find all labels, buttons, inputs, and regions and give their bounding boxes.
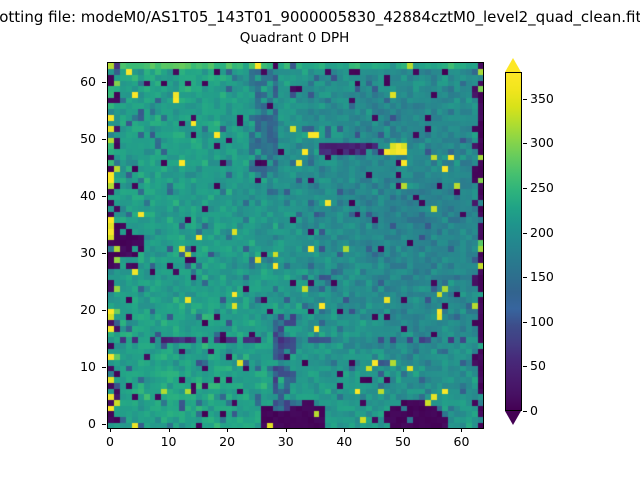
colorbar-tick-label: 50 xyxy=(530,358,546,374)
colorbar-tick-label: 350 xyxy=(530,90,554,106)
x-tick-label: 10 xyxy=(160,434,177,449)
heatmap-axes xyxy=(107,62,484,429)
x-tick-label: 60 xyxy=(453,434,470,449)
y-tick-label: 50 xyxy=(80,130,96,146)
colorbar-tick-mark xyxy=(523,321,527,323)
colorbar-tick-mark xyxy=(523,98,527,100)
x-tick-mark xyxy=(109,428,111,432)
x-tick-mark xyxy=(168,428,170,432)
colorbar-tick-mark xyxy=(523,143,527,145)
axes-title: Quadrant 0 DPH xyxy=(239,30,350,46)
colorbar xyxy=(505,58,522,425)
x-tick-mark xyxy=(461,428,463,432)
colorbar-extend-max-arrow xyxy=(505,58,521,72)
x-tick-mark xyxy=(344,428,346,432)
figure-suptitle-container: Plotting file: modeM0/AS1T05_143T01_9000… xyxy=(0,6,640,28)
colorbar-tick-label: 300 xyxy=(530,135,554,151)
colorbar-tick-mark xyxy=(523,232,527,234)
y-tick-mark xyxy=(102,367,106,369)
x-tick-label: 40 xyxy=(336,434,353,449)
colorbar-extend-min-arrow xyxy=(505,411,521,425)
x-tick-mark xyxy=(285,428,287,432)
colorbar-tick-label: 150 xyxy=(530,269,554,285)
colorbar-tick-label: 100 xyxy=(530,313,554,329)
y-tick-label: 20 xyxy=(80,302,96,318)
y-tick-mark xyxy=(102,81,106,83)
figure-suptitle: Plotting file: modeM0/AS1T05_143T01_9000… xyxy=(0,8,640,26)
y-tick-label: 30 xyxy=(80,245,96,261)
colorbar-tick-label: 200 xyxy=(530,224,554,240)
colorbar-tick-label: 0 xyxy=(530,403,538,418)
x-tick-label: 20 xyxy=(219,434,236,449)
x-tick-label: 0 xyxy=(105,434,114,449)
heatmap-image xyxy=(108,63,483,428)
y-tick-mark xyxy=(102,253,106,255)
y-tick-label: 40 xyxy=(80,188,96,204)
x-tick-mark xyxy=(227,428,229,432)
colorbar-tick-mark xyxy=(523,411,527,412)
y-tick-label: 10 xyxy=(80,359,96,375)
y-tick-label: 60 xyxy=(80,73,96,89)
colorbar-gradient xyxy=(505,72,522,411)
y-tick-mark xyxy=(102,138,106,140)
y-tick-mark xyxy=(102,196,106,198)
y-tick-mark xyxy=(102,424,106,426)
colorbar-tick-mark xyxy=(523,187,527,189)
y-tick-mark xyxy=(102,310,106,312)
x-tick-mark xyxy=(402,428,404,432)
y-tick-label: 0 xyxy=(88,416,96,432)
colorbar-tick-mark xyxy=(523,277,527,279)
x-tick-label: 50 xyxy=(394,434,411,449)
colorbar-tick-label: 250 xyxy=(530,179,554,195)
x-tick-label: 30 xyxy=(277,434,294,449)
colorbar-tick-mark xyxy=(523,366,527,368)
